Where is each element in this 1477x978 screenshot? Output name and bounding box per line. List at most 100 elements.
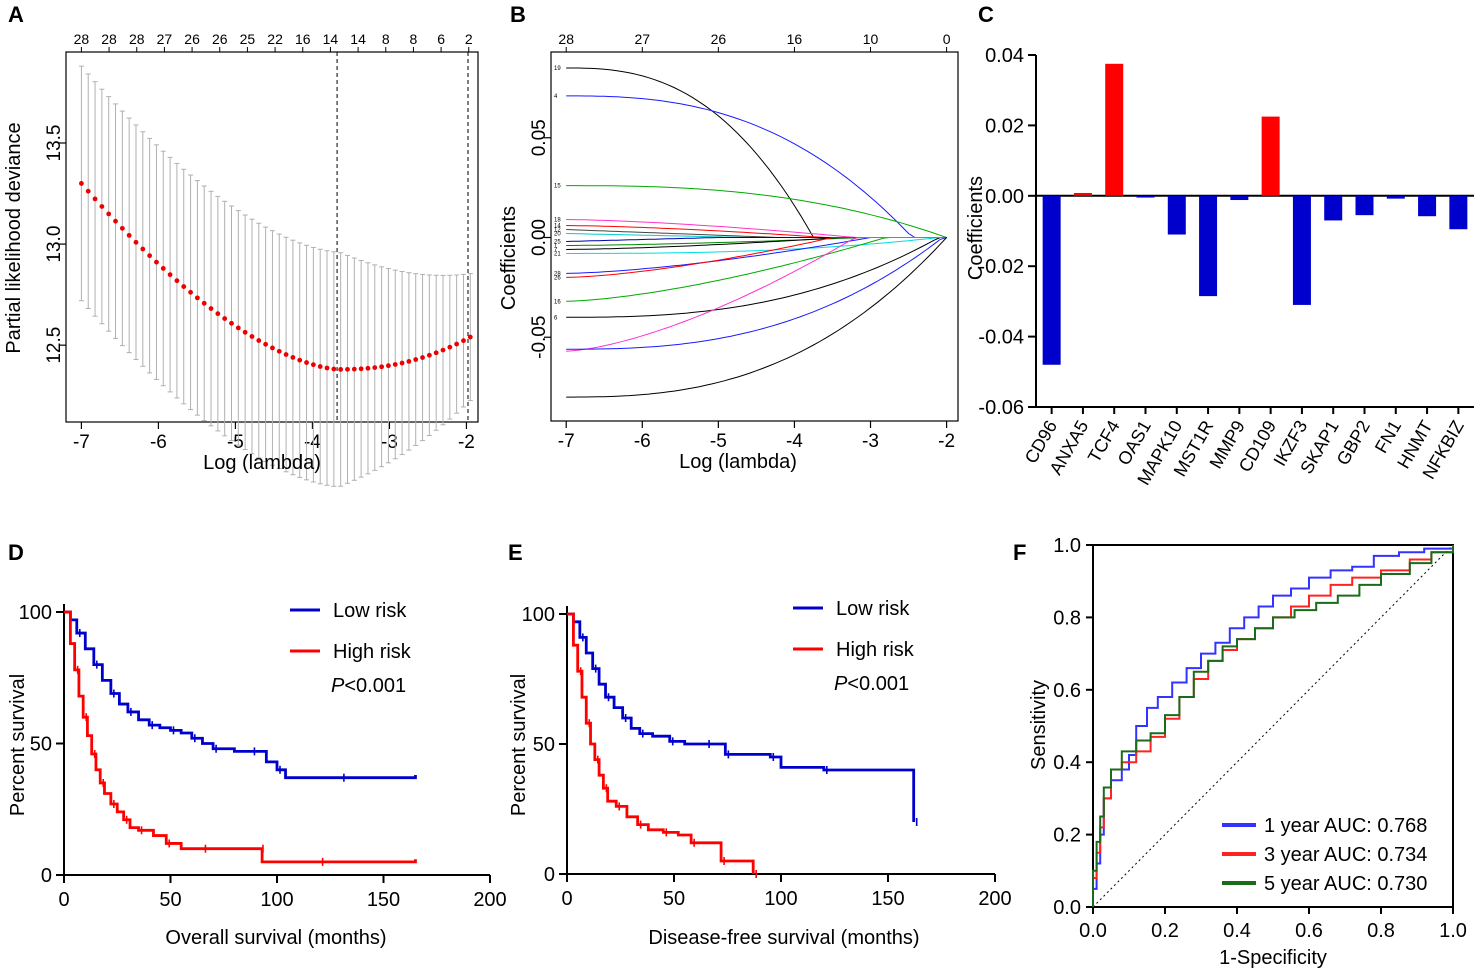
panel-e-content: 0 50 100 150 200 0 50 100 (522, 604, 1012, 910)
x-tick-label: 0.0 (1079, 920, 1107, 942)
y-tick-label: 0 (41, 865, 52, 887)
bar (1292, 195, 1311, 305)
y-tick-label: 100 (522, 604, 555, 626)
top-count-label: 28 (74, 31, 90, 47)
x-tick-label: -7 (73, 432, 90, 453)
panel-label-d: D (8, 540, 24, 565)
cv-point (317, 364, 323, 369)
panel-d: D 0 50 100 150 200 0 50 100 Overall survival (m… (7, 540, 507, 949)
cv-point (379, 364, 385, 370)
x-tick-label: 1.0 (1439, 920, 1467, 942)
cv-point (331, 366, 337, 372)
cv-point (283, 352, 289, 357)
panel-a-content: -7 -6 -5 -4 -3 -212.513.013.528 28 28 27 26 26 25 22… (44, 31, 475, 487)
x-tick-label: 150 (871, 888, 904, 910)
cv-point (208, 306, 214, 311)
panel-e-legend: Low risk High risk P<0.001 (793, 598, 915, 695)
y-tick-label: -0.06 (978, 397, 1024, 419)
path-label: 14 (554, 224, 561, 230)
y-tick-label: 0.04 (985, 45, 1024, 67)
cv-point (290, 355, 296, 360)
km-curve (64, 610, 417, 864)
top-count-label: 27 (635, 31, 651, 47)
path-label: 16 (554, 299, 561, 305)
bar (1449, 195, 1468, 230)
coef-path (566, 237, 947, 318)
x-tick-label: 0 (58, 889, 69, 911)
top-count-label: 27 (157, 31, 173, 47)
x-tick-label: 100 (260, 889, 293, 911)
cv-point (420, 355, 425, 360)
y-tick-label: 0.0 (1053, 897, 1081, 919)
coef-path (566, 237, 947, 278)
x-tick-label: 0.4 (1223, 920, 1251, 942)
km-curve (64, 610, 417, 780)
top-count-label: 16 (295, 31, 311, 47)
cv-point (392, 362, 398, 367)
panel-a-ylabel: Partial likelihood deviance (3, 122, 25, 353)
cv-point (85, 188, 91, 194)
y-tick-label: 0.6 (1053, 680, 1081, 702)
panel-b-ylabel: Coefficients (498, 206, 520, 310)
bar (1386, 195, 1405, 199)
cv-point (126, 232, 132, 238)
panel-a-xlabel: Log (lambda) (203, 452, 321, 474)
reference-diagonal (1092, 544, 1454, 908)
bar (1136, 195, 1155, 198)
coef-path (566, 237, 947, 352)
x-tick-label: 50 (159, 889, 181, 911)
cv-point (440, 347, 446, 353)
y-tick-label: 12.5 (44, 327, 65, 364)
y-tick-label: 0.00 (985, 186, 1024, 208)
cv-point (140, 246, 146, 252)
cv-point (194, 295, 200, 301)
y-tick-label: 1.0 (1053, 535, 1081, 557)
cv-point (270, 345, 275, 351)
legend-label: 1 year AUC: 0.768 (1264, 815, 1427, 837)
cv-point (147, 253, 153, 259)
y-tick-label: 13.5 (44, 124, 65, 161)
y-tick-label: 0.8 (1053, 607, 1081, 629)
panel-e-xlabel: Disease-free survival (months) (648, 927, 919, 949)
cv-point (358, 366, 364, 372)
panel-c-ylabel: Coefficients (965, 176, 987, 280)
top-count-label: 28 (129, 31, 145, 47)
x-tick-label: 200 (978, 888, 1011, 910)
panel-f-xlabel: 1-Specificity (1219, 947, 1327, 969)
y-tick-label: 0.05 (529, 119, 550, 156)
panel-label-a: A (8, 2, 24, 27)
panel-f: F 0.0 0.2 0.4 0.6 0.8 1.0 0.0 0.2 0.4 0.6 0.8 1.0 1 … (1013, 535, 1467, 969)
cv-point (263, 341, 269, 347)
cv-point (276, 348, 282, 354)
path-label: 1 (554, 243, 558, 249)
coef-path (566, 237, 947, 254)
path-label: 28 (554, 271, 561, 277)
panel-a: A -7 -6 -5 -4 -3 -212.513.013.528 28 28 27 26 26 25… (3, 2, 479, 487)
cv-point (426, 352, 432, 358)
top-count-label: 25 (240, 31, 256, 47)
top-count-label: 28 (558, 31, 574, 47)
path-label: 6 (554, 315, 558, 321)
cv-point (447, 344, 453, 350)
bar (1073, 192, 1092, 196)
cv-point (106, 211, 112, 217)
p-value-text: <0.001 (847, 673, 909, 695)
top-count-label: 28 (101, 31, 117, 47)
path-label: 18 (554, 218, 561, 224)
top-count-label: 0 (943, 31, 951, 47)
cv-point (297, 357, 303, 363)
legend-low-risk: Low risk (333, 600, 407, 622)
y-tick-label: -0.04 (978, 327, 1024, 349)
path-label: 21 (554, 251, 561, 257)
y-tick-label: 0 (544, 864, 555, 886)
path-label: 12 (554, 228, 561, 234)
top-count-label: 6 (437, 31, 445, 47)
cv-point (235, 325, 241, 331)
top-count-label: 26 (184, 31, 200, 47)
panel-c: C -0.06-0.04-0.020.000.020.04CD96ANXA5TC… (965, 2, 1474, 489)
coef-path (566, 67, 947, 238)
x-tick-label: 0.2 (1151, 920, 1179, 942)
top-count-label: 16 (787, 31, 803, 47)
panel-f-content: 0.0 0.2 0.4 0.6 0.8 1.0 0.0 0.2 0.4 0.6 0.8 1.0 1 ye… (1053, 535, 1467, 942)
